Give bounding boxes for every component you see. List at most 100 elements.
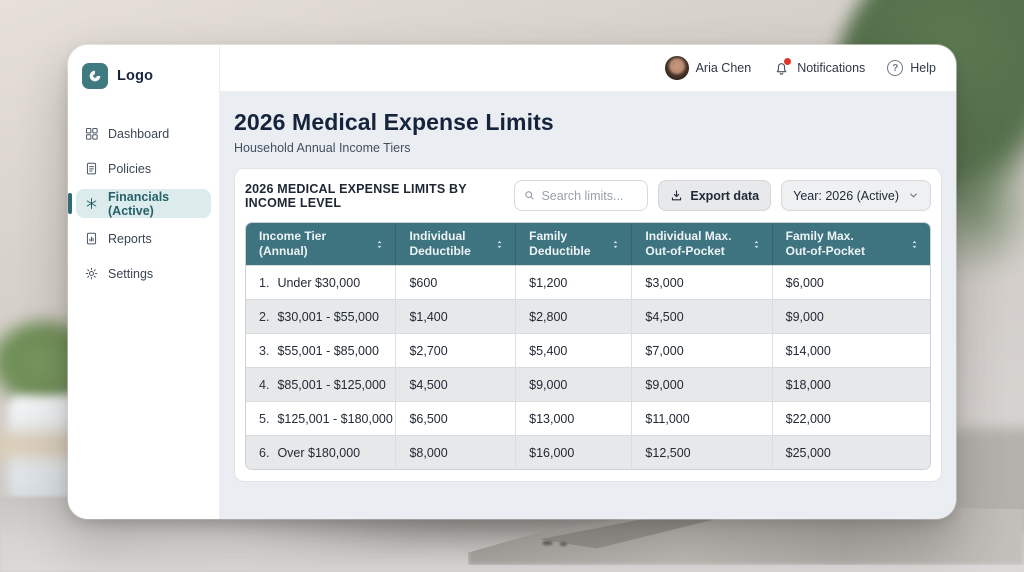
help-icon: ?	[887, 60, 904, 76]
sidebar-item-label: Financials (Active)	[108, 189, 170, 218]
notification-dot	[784, 57, 792, 65]
column-header-label: Out-of-Pocket	[785, 244, 865, 258]
column-header-family-max-oop[interactable]: Family Max. Out-of-Pocket	[773, 223, 930, 265]
column-header-label: Out-of-Pocket	[645, 244, 725, 258]
individual-max-oop-cell: $7,000	[632, 334, 773, 367]
table-row: 5. $125,001 - $180,000 $6,500 $13,000 $11…	[246, 401, 930, 435]
search-box[interactable]	[514, 180, 649, 211]
row-number: 2.	[259, 309, 270, 324]
individual-deductible-cell: $1,400	[396, 300, 517, 333]
income-tier-cell: $55,001 - $85,000	[277, 343, 379, 358]
column-header-label: Individual Max.	[645, 228, 732, 243]
family-max-oop-cell: $25,000	[785, 445, 831, 460]
sort-icon	[754, 240, 759, 248]
logo-label: Logo	[117, 68, 154, 84]
sidebar-nav: Dashboard Policies Financials (Active)	[68, 119, 211, 288]
column-header-individual-deductible[interactable]: Individual Deductible	[396, 223, 517, 265]
app-window: Logo Dashboard Policies Financials	[68, 45, 956, 519]
download-icon	[672, 190, 682, 201]
column-header-label: Individual	[409, 228, 466, 243]
report-chart-icon	[86, 232, 97, 245]
sidebar-item-label: Settings	[108, 266, 154, 281]
individual-deductible-cell: $4,500	[396, 368, 517, 401]
column-header-label: Family Max.	[785, 228, 854, 243]
sidebar: Logo Dashboard Policies Financials	[68, 45, 220, 519]
table-row: 3. $55,001 - $85,000 $2,700 $5,400 $7,000…	[246, 333, 930, 367]
sidebar-item-label: Dashboard	[108, 126, 170, 141]
limits-table: Income Tier (Annual) Individual Deductible…	[245, 222, 931, 470]
individual-deductible-cell: $8,000	[396, 436, 517, 469]
row-number: 5.	[259, 411, 270, 426]
row-number: 3.	[259, 343, 270, 358]
column-header-label: Income Tier	[259, 228, 327, 243]
individual-max-oop-cell: $4,500	[632, 300, 773, 333]
active-indicator-bar	[68, 193, 72, 214]
table-row: 2. $30,001 - $55,000 $1,400 $2,800 $4,500…	[246, 299, 930, 333]
individual-max-oop-cell: $12,500	[632, 436, 773, 469]
table-header-row: Income Tier (Annual) Individual Deductible…	[246, 223, 930, 265]
avatar	[664, 56, 689, 80]
page-title: 2026 Medical Expense Limits	[234, 109, 554, 135]
section-title: 2026 MEDICAL EXPENSE LIMITS BY INCOME LE…	[245, 181, 467, 210]
sidebar-item-label: Reports	[108, 231, 152, 246]
row-number: 6.	[259, 445, 270, 460]
family-max-oop-cell: $18,000	[785, 377, 831, 392]
year-dropdown-value: Year: 2026 (Active)	[793, 188, 899, 203]
panel-toolbar: 2026 MEDICAL EXPENSE LIMITS BY INCOME LE…	[245, 180, 931, 211]
individual-deductible-cell: $2,700	[396, 334, 517, 367]
column-header-label: Family	[529, 228, 568, 243]
individual-deductible-cell: $600	[396, 266, 517, 299]
sidebar-item-dashboard[interactable]: Dashboard	[76, 119, 211, 148]
family-max-oop-cell: $22,000	[785, 411, 831, 426]
sidebar-item-policies[interactable]: Policies	[76, 154, 211, 183]
gear-icon	[85, 267, 98, 280]
export-data-label: Export data	[690, 188, 760, 203]
sort-icon	[613, 240, 618, 248]
sort-icon	[497, 240, 502, 248]
income-tier-cell: $30,001 - $55,000	[277, 309, 379, 324]
logo-icon	[82, 63, 108, 89]
notifications-label: Notifications	[797, 61, 866, 75]
dashboard-grid-icon	[86, 128, 98, 140]
notifications-button[interactable]: Notifications	[773, 57, 866, 77]
sidebar-item-label: Policies	[108, 161, 152, 176]
sidebar-item-financials[interactable]: Financials (Active)	[68, 189, 211, 218]
user-name: Aria Chen	[695, 61, 752, 75]
laptop-port-decoration	[560, 542, 567, 546]
year-dropdown[interactable]: Year: 2026 (Active)	[781, 180, 931, 211]
help-button[interactable]: ? Help	[887, 60, 936, 76]
income-tier-cell: Over $180,000	[277, 445, 361, 460]
table-row: 6. Over $180,000 $8,000 $16,000 $12,500 $…	[246, 435, 930, 469]
family-max-oop-cell: $9,000	[785, 309, 824, 324]
family-max-oop-cell: $14,000	[785, 343, 831, 358]
laptop-port-decoration	[543, 541, 552, 545]
search-input[interactable]	[541, 188, 639, 203]
table-row: 1. Under $30,000 $600 $1,200 $3,000 $6,00…	[246, 265, 930, 299]
individual-deductible-cell: $6,500	[396, 402, 517, 435]
asterisk-icon	[86, 198, 97, 209]
bell-icon	[773, 57, 792, 77]
individual-max-oop-cell: $11,000	[632, 402, 773, 435]
income-tier-cell: $125,001 - $180,000	[277, 411, 393, 426]
sort-icon	[912, 240, 917, 248]
search-icon	[525, 191, 534, 200]
column-header-individual-max-oop[interactable]: Individual Max. Out-of-Pocket	[632, 223, 773, 265]
help-label: Help	[910, 61, 936, 75]
column-header-family-deductible[interactable]: Family Deductible	[516, 223, 633, 265]
sidebar-item-reports[interactable]: Reports	[76, 224, 211, 253]
sidebar-item-settings[interactable]: Settings	[76, 259, 211, 288]
column-header-label: (Annual)	[259, 244, 308, 258]
income-tier-cell: $85,001 - $125,000	[277, 377, 386, 392]
family-deductible-cell: $1,200	[516, 266, 633, 299]
column-header-label: Deductible	[409, 244, 471, 258]
income-tier-cell: Under $30,000	[277, 275, 361, 290]
column-header-income-tier[interactable]: Income Tier (Annual)	[246, 223, 397, 265]
user-menu[interactable]: Aria Chen	[664, 56, 752, 80]
family-deductible-cell: $5,400	[516, 334, 633, 367]
content-area: 2026 Medical Expense Limits Household An…	[220, 92, 956, 519]
topbar: Aria Chen Notifications ? Help	[220, 45, 956, 92]
app-logo: Logo	[76, 61, 211, 103]
document-icon	[86, 162, 97, 175]
family-deductible-cell: $16,000	[516, 436, 633, 469]
export-data-button[interactable]: Export data	[658, 180, 772, 211]
